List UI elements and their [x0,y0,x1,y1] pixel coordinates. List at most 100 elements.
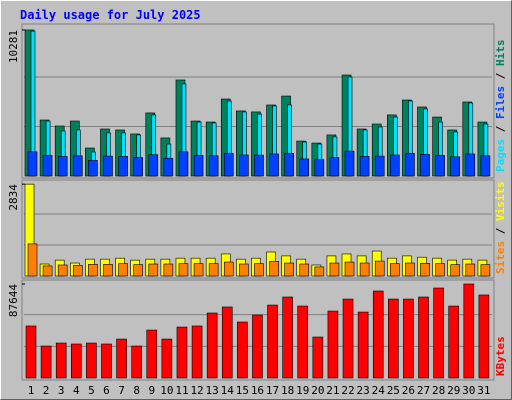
x-tick-label: 24 [372,384,386,397]
bar [239,154,249,177]
bar [282,296,293,379]
bar [478,294,490,379]
bar [118,263,128,277]
bar [239,263,249,277]
bar [267,304,278,379]
bar [463,283,475,379]
bar [269,153,279,177]
bar [223,152,234,177]
bar [70,343,82,379]
bar [221,306,233,379]
bar [193,155,204,177]
x-tick-label: 25 [387,384,400,397]
bar [420,263,430,277]
bar [146,329,158,379]
bar [344,261,355,277]
bar [480,264,491,277]
bar [86,342,97,379]
x-tick-label: 18 [281,384,294,397]
x-tick-label: 29 [447,384,460,397]
bar [450,264,461,277]
bar [403,298,414,379]
bar [42,265,53,277]
bar [374,260,385,277]
bar [176,326,188,379]
legend: Sites / Visits [494,181,507,274]
bar [465,263,476,277]
bar [55,342,67,379]
x-tick-label: 2 [43,384,50,397]
bar [103,155,113,177]
bar [237,321,248,379]
bar [284,262,294,277]
bar [191,325,203,379]
bar [344,150,355,177]
bar [359,156,370,177]
bar [390,263,400,277]
x-tick-label: 19 [296,384,309,397]
bar [450,156,461,177]
x-tick-label: 11 [175,384,188,397]
bar [57,264,68,277]
bar [161,338,173,379]
bar [254,154,264,177]
bar [433,287,444,379]
bar [133,264,143,277]
x-tick-label: 22 [341,384,354,397]
legend-entry: Sites [494,241,507,274]
bar [405,262,415,277]
x-tick-label: 13 [206,384,219,397]
bar [359,262,370,277]
x-tick-label: 26 [402,384,415,397]
x-tick-label: 28 [432,384,445,397]
bar [314,266,325,277]
bar [418,296,429,379]
bar [327,310,339,379]
x-tick-label: 6 [103,384,110,397]
legend-entry: Hits [494,40,507,67]
legend-entry: Visits [494,181,507,221]
bar [208,263,219,277]
x-tick-label: 23 [357,384,370,397]
x-tick-label: 27 [417,384,430,397]
bar [25,325,37,379]
bar [206,312,218,379]
x-tick-label: 17 [266,384,279,397]
legend: Pages / Files / Hits [494,40,507,173]
bar [27,243,38,277]
bar [374,155,385,177]
x-tick-label: 16 [251,384,264,397]
bar [40,345,52,379]
y-tick-label: 10281 [7,30,20,63]
bar [223,261,234,277]
bar [148,154,159,177]
x-tick-label: 31 [477,384,490,397]
legend-entry: Pages [494,139,507,172]
bar [329,157,340,177]
bar [193,263,204,277]
bar [178,151,189,177]
bar [254,263,264,277]
bar [208,155,219,177]
x-tick-label: 30 [462,384,475,397]
bar [101,343,112,379]
bar [178,263,189,277]
x-tick-label: 9 [148,384,155,397]
bar [480,155,491,177]
bar [297,305,309,379]
bar [390,154,400,177]
bar [148,263,159,277]
legend-entry: Files [494,86,507,119]
bar [27,151,38,177]
bar [118,156,128,177]
bar [163,263,174,277]
x-tick-label: 14 [221,384,235,397]
x-tick-label: 12 [190,384,203,397]
legend: KBytes [494,336,507,376]
bar [312,336,324,379]
bar [420,154,430,177]
bar [133,157,143,177]
bar [163,157,174,177]
bar [435,155,445,177]
